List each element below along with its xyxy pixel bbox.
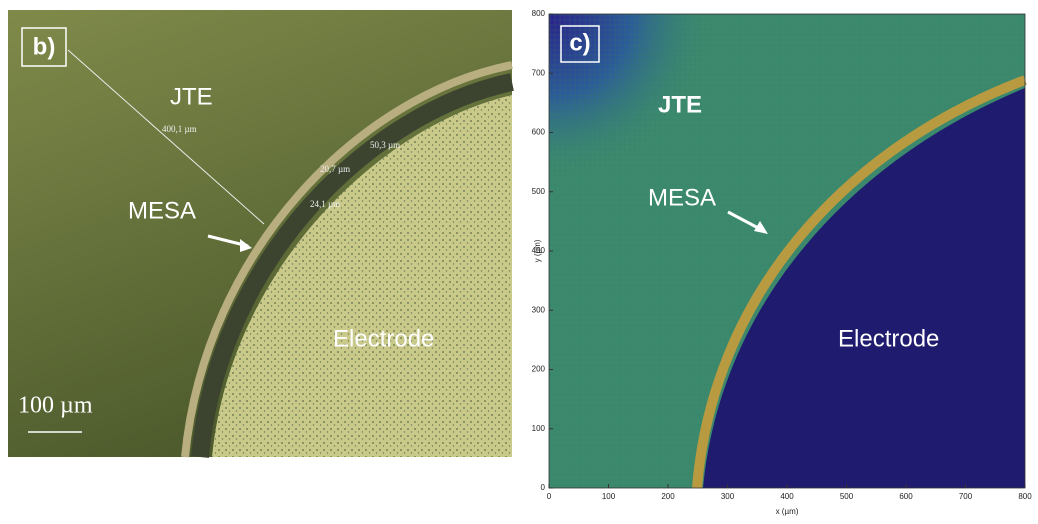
gap-ring	[191, 73, 514, 458]
annotation: Electrode	[333, 325, 434, 352]
y-tick-label: 500	[532, 187, 546, 196]
map: c) JTE MESA Electrode x (µm) y (µm)	[533, 14, 1027, 516]
x-tick-label: 200	[661, 492, 675, 501]
x-tick-label: 100	[602, 492, 616, 501]
x-tick-label: 600	[899, 492, 913, 501]
y-tick-label: 800	[532, 9, 546, 18]
measurement: 400,1 µm	[162, 124, 197, 134]
annotation: JTE	[658, 91, 702, 118]
y-tick-label: 100	[532, 424, 546, 433]
electrode	[212, 95, 512, 457]
y-tick-label: 300	[532, 305, 546, 314]
arrow-head	[240, 239, 252, 252]
y-tick-label: 600	[532, 128, 546, 137]
x-tick-label: 800	[1018, 492, 1032, 501]
y-axis-label: y (µm)	[533, 239, 542, 262]
x-tick-label: 0	[547, 492, 552, 501]
x-tick-label: 700	[959, 492, 973, 501]
y-tick-label: 400	[532, 246, 546, 255]
panel-box	[560, 25, 600, 63]
annotation: Electrode	[838, 325, 939, 352]
measure-line	[67, 49, 265, 225]
x-tick-label: 500	[840, 492, 854, 501]
panel-box	[21, 27, 67, 67]
x-tick-label: 300	[721, 492, 735, 501]
annotation: MESA	[648, 184, 716, 211]
x-tick-label: 400	[780, 492, 794, 501]
mesa-ring	[692, 75, 1027, 489]
panel-label: c)	[569, 29, 590, 56]
annotation: MESA	[128, 197, 196, 224]
x-axis-label: x (µm)	[776, 507, 799, 516]
annotation: JTE	[170, 83, 213, 110]
mesa-ring	[181, 61, 513, 458]
measurement: 20,7 µm	[320, 164, 350, 174]
electrode	[703, 88, 1025, 488]
scale-label: 100 µm	[18, 393, 93, 419]
micrograph: b) JTE MESA Electrode 400,1 µm 50,3 µm 2…	[8, 10, 514, 458]
panel-label: b)	[33, 33, 56, 60]
measurement: 50,3 µm	[370, 140, 400, 150]
y-tick-label: 700	[532, 68, 546, 77]
arrow-head	[754, 221, 768, 234]
arrow	[727, 210, 763, 232]
y-tick-label: 200	[532, 365, 546, 374]
measurement: 24,1 µm	[310, 199, 340, 209]
y-tick-label: 0	[541, 483, 546, 492]
